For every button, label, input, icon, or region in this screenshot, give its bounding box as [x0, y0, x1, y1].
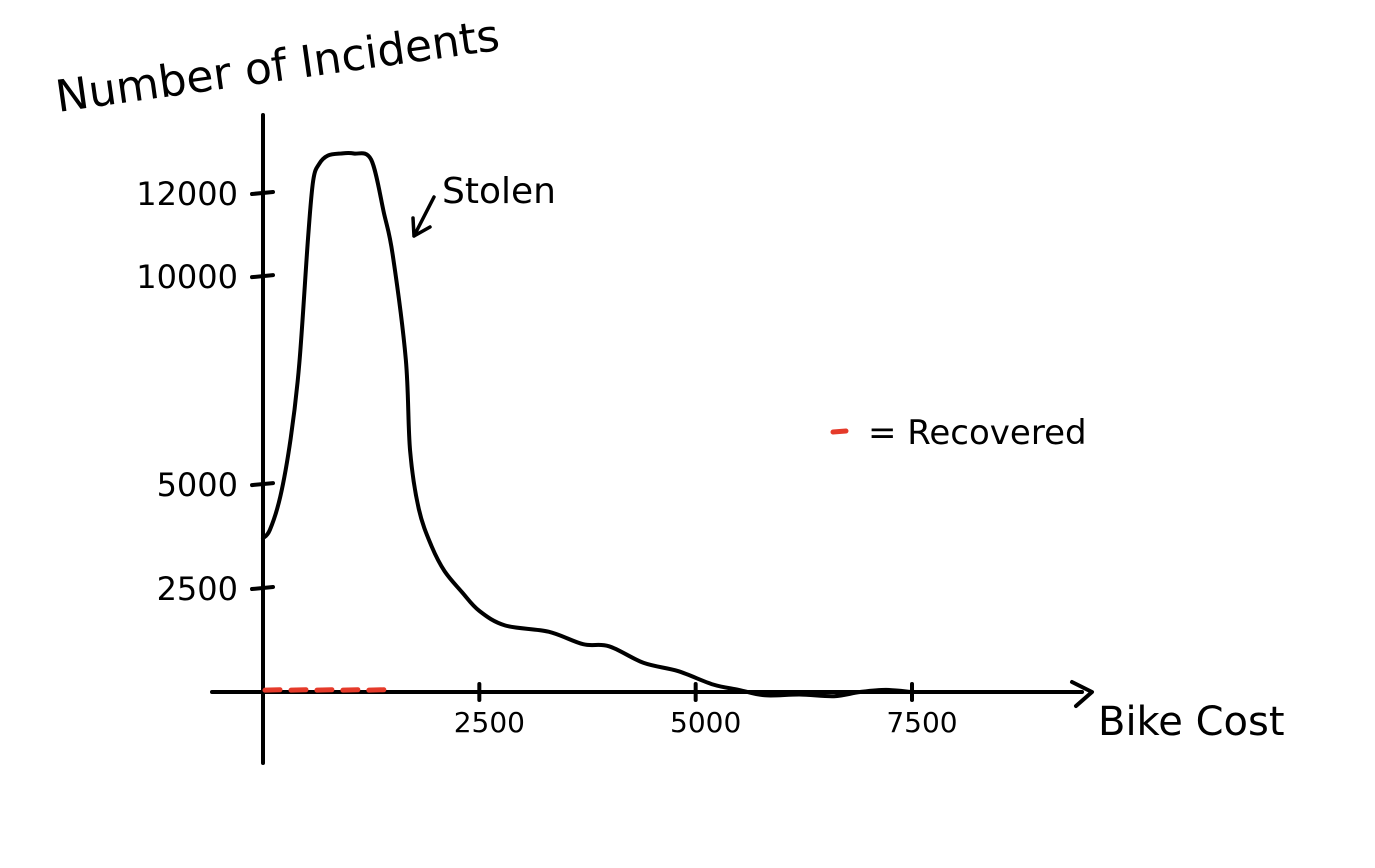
y-tick-label: 5000 — [157, 466, 238, 504]
x-tick-label: 5000 — [670, 706, 741, 739]
series-layer — [261, 150, 914, 699]
annotation-arrow — [411, 195, 436, 238]
legend: = Recovered — [830, 413, 1087, 453]
x-axis-ticks: 2500 5000 7500 — [454, 682, 958, 739]
y-tick-mark — [250, 273, 275, 280]
y-tick-label: 12000 — [136, 175, 238, 213]
x-tick-label: 2500 — [454, 706, 525, 739]
y-tick-label: 10000 — [136, 258, 238, 296]
y-axis-label: Number of Incidents — [52, 10, 502, 123]
legend-symbol-recovered — [830, 428, 849, 435]
x-tick-label: 7500 — [886, 706, 957, 739]
x-axis-label: Bike Cost — [1098, 699, 1285, 745]
legend-label-recovered: = Recovered — [868, 413, 1087, 453]
stolen-annotation: Stolen — [411, 171, 556, 238]
y-tick-mark — [250, 585, 275, 592]
y-axis-ticks: 2500 5000 10000 12000 — [136, 175, 275, 608]
x-axis-arrowhead — [1070, 680, 1094, 708]
y-tick-mark — [250, 190, 275, 196]
y-tick-mark — [250, 481, 275, 488]
y-tick-label: 2500 — [157, 570, 238, 608]
annotation-label-stolen: Stolen — [442, 171, 556, 212]
stolen-series-line — [261, 150, 914, 699]
